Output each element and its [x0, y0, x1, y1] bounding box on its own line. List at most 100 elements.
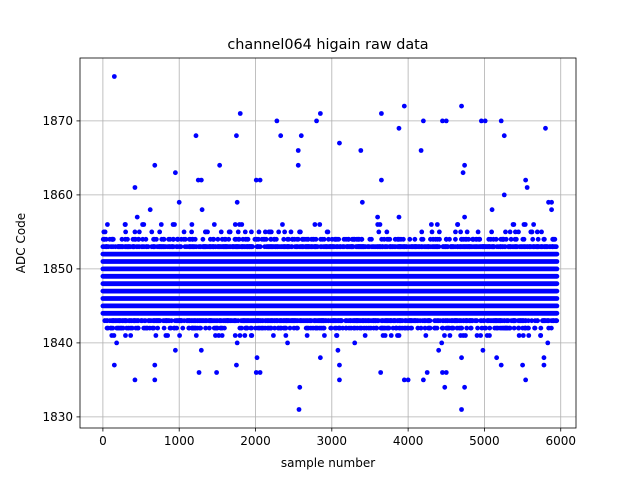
data-point-outlier [489, 207, 495, 213]
data-point-outlier [498, 118, 504, 124]
x-tick-label: 4000 [393, 434, 424, 448]
data-point [529, 229, 535, 235]
data-point [369, 236, 374, 242]
data-point-outlier [176, 199, 182, 205]
data-point [346, 236, 352, 242]
data-point [181, 229, 187, 235]
y-axis-label: ADC Code [14, 213, 28, 273]
data-point-outlier [494, 355, 500, 361]
data-point [172, 222, 177, 227]
y-tick-label: 1860 [42, 188, 73, 202]
data-point [464, 325, 470, 331]
data-point [271, 333, 276, 338]
data-point [189, 222, 195, 227]
data-point [526, 325, 531, 331]
data-point [511, 222, 517, 227]
data-point [282, 229, 288, 235]
data-point [458, 229, 464, 235]
data-point-outlier [541, 355, 547, 361]
x-tick-label: 5000 [469, 434, 500, 448]
data-point [418, 325, 424, 331]
data-point [249, 325, 254, 331]
data-point [474, 318, 480, 324]
data-point [165, 333, 171, 338]
data-point-outlier [523, 377, 529, 383]
data-point [192, 236, 198, 242]
data-point [158, 222, 164, 227]
data-point-outlier [418, 148, 424, 153]
data-point [153, 236, 159, 242]
data-point-outlier [254, 355, 260, 361]
x-tick-label: 6000 [545, 434, 576, 448]
data-point [539, 229, 544, 235]
data-point-outlier [335, 347, 341, 353]
data-point-outlier [352, 340, 358, 346]
data-point [321, 325, 327, 331]
data-point [475, 325, 481, 331]
data-point [516, 229, 521, 235]
data-point [384, 229, 390, 235]
data-point [232, 222, 238, 227]
data-point-outlier [152, 162, 158, 168]
data-point [232, 333, 238, 338]
data-point-outlier [172, 170, 178, 176]
data-point [242, 333, 248, 338]
data-point-outlier [501, 192, 507, 198]
data-point [377, 222, 383, 227]
data-point-outlier [317, 355, 323, 361]
data-point [105, 222, 110, 227]
data-point [111, 333, 117, 338]
data-point [286, 236, 292, 242]
data-point [280, 222, 285, 227]
data-point-outlier [297, 384, 303, 390]
data-point [450, 325, 456, 331]
data-point [226, 236, 232, 242]
data-point [193, 333, 199, 338]
data-point [520, 333, 526, 338]
data-point [182, 236, 188, 242]
data-point-outlier [337, 362, 342, 368]
data-point-outlier [443, 370, 449, 375]
data-point-outlier [401, 377, 407, 383]
data-point [487, 333, 492, 338]
data-point [178, 244, 184, 250]
data-point [474, 333, 480, 338]
data-point [205, 229, 210, 235]
data-point [175, 236, 181, 242]
data-point-outlier [543, 125, 548, 131]
data-point [447, 236, 452, 242]
data-point [459, 325, 465, 331]
y-tick-label: 1870 [42, 114, 73, 128]
data-point [244, 325, 250, 331]
data-point-outlier [549, 207, 554, 213]
data-point [429, 229, 435, 235]
data-point [262, 229, 268, 235]
data-point [222, 325, 227, 331]
data-point [409, 325, 415, 331]
data-point [157, 229, 163, 235]
data-point-outlier [234, 199, 240, 205]
data-point [123, 229, 129, 235]
data-point-outlier [462, 162, 467, 168]
data-point [287, 325, 293, 331]
data-point [552, 236, 558, 242]
data-point [268, 325, 274, 331]
data-point [283, 325, 289, 331]
chart-title: channel064 higain raw data [227, 37, 428, 53]
data-point-outlier [396, 214, 402, 220]
data-point-outlier [234, 133, 239, 139]
data-point [295, 236, 301, 242]
data-point [216, 333, 222, 338]
data-point-outlier [439, 340, 445, 346]
data-point-outlier [482, 118, 488, 124]
data-point [122, 222, 128, 227]
data-point-outlier [253, 370, 259, 375]
data-point-outlier [478, 118, 484, 124]
x-tick-label: 1000 [164, 434, 195, 448]
data-point [125, 236, 130, 242]
data-point [313, 236, 319, 242]
data-point [453, 229, 458, 235]
data-point [529, 318, 535, 324]
data-point [359, 236, 365, 242]
data-point [427, 318, 433, 324]
